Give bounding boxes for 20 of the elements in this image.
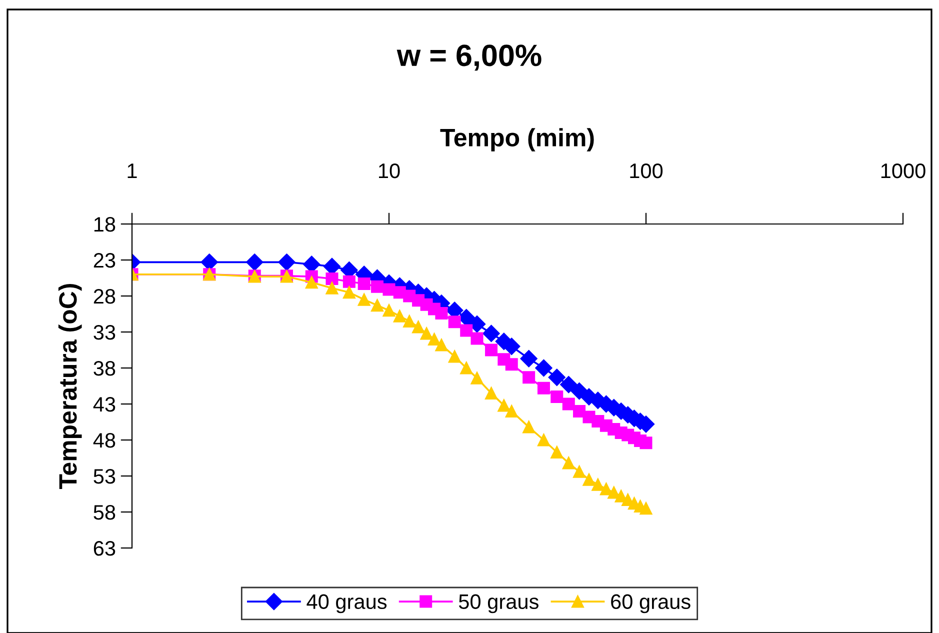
y-tick-label: 63 [94, 541, 116, 556]
y-tick-label: 53 [94, 469, 116, 484]
y-tick-label: 48 [93, 433, 116, 448]
x-tick-label: 100 [630, 163, 663, 178]
legend-label: 50 graus [458, 594, 538, 614]
legend-label: 60 graus [611, 594, 690, 614]
y-axis-title: Temperatura (oC) [58, 284, 82, 489]
x-axis-title: Tempo (mim) [440, 128, 594, 152]
x-tick-label: 1000 [881, 163, 926, 178]
legend-label: 40 graus [306, 594, 387, 614]
x-tick-label: 1 [128, 164, 137, 178]
y-tick-label: 38 [94, 361, 116, 376]
y-tick-label: 33 [94, 325, 116, 340]
y-tick-label: 58 [94, 505, 116, 520]
chart-title: w = 6,00% [396, 44, 542, 71]
y-tick-label: 28 [94, 289, 116, 304]
y-tick-label: 23 [94, 253, 116, 268]
y-tick-label: 18 [94, 217, 116, 232]
x-tick-label: 10 [379, 163, 400, 178]
y-tick-label: 43 [93, 397, 116, 412]
